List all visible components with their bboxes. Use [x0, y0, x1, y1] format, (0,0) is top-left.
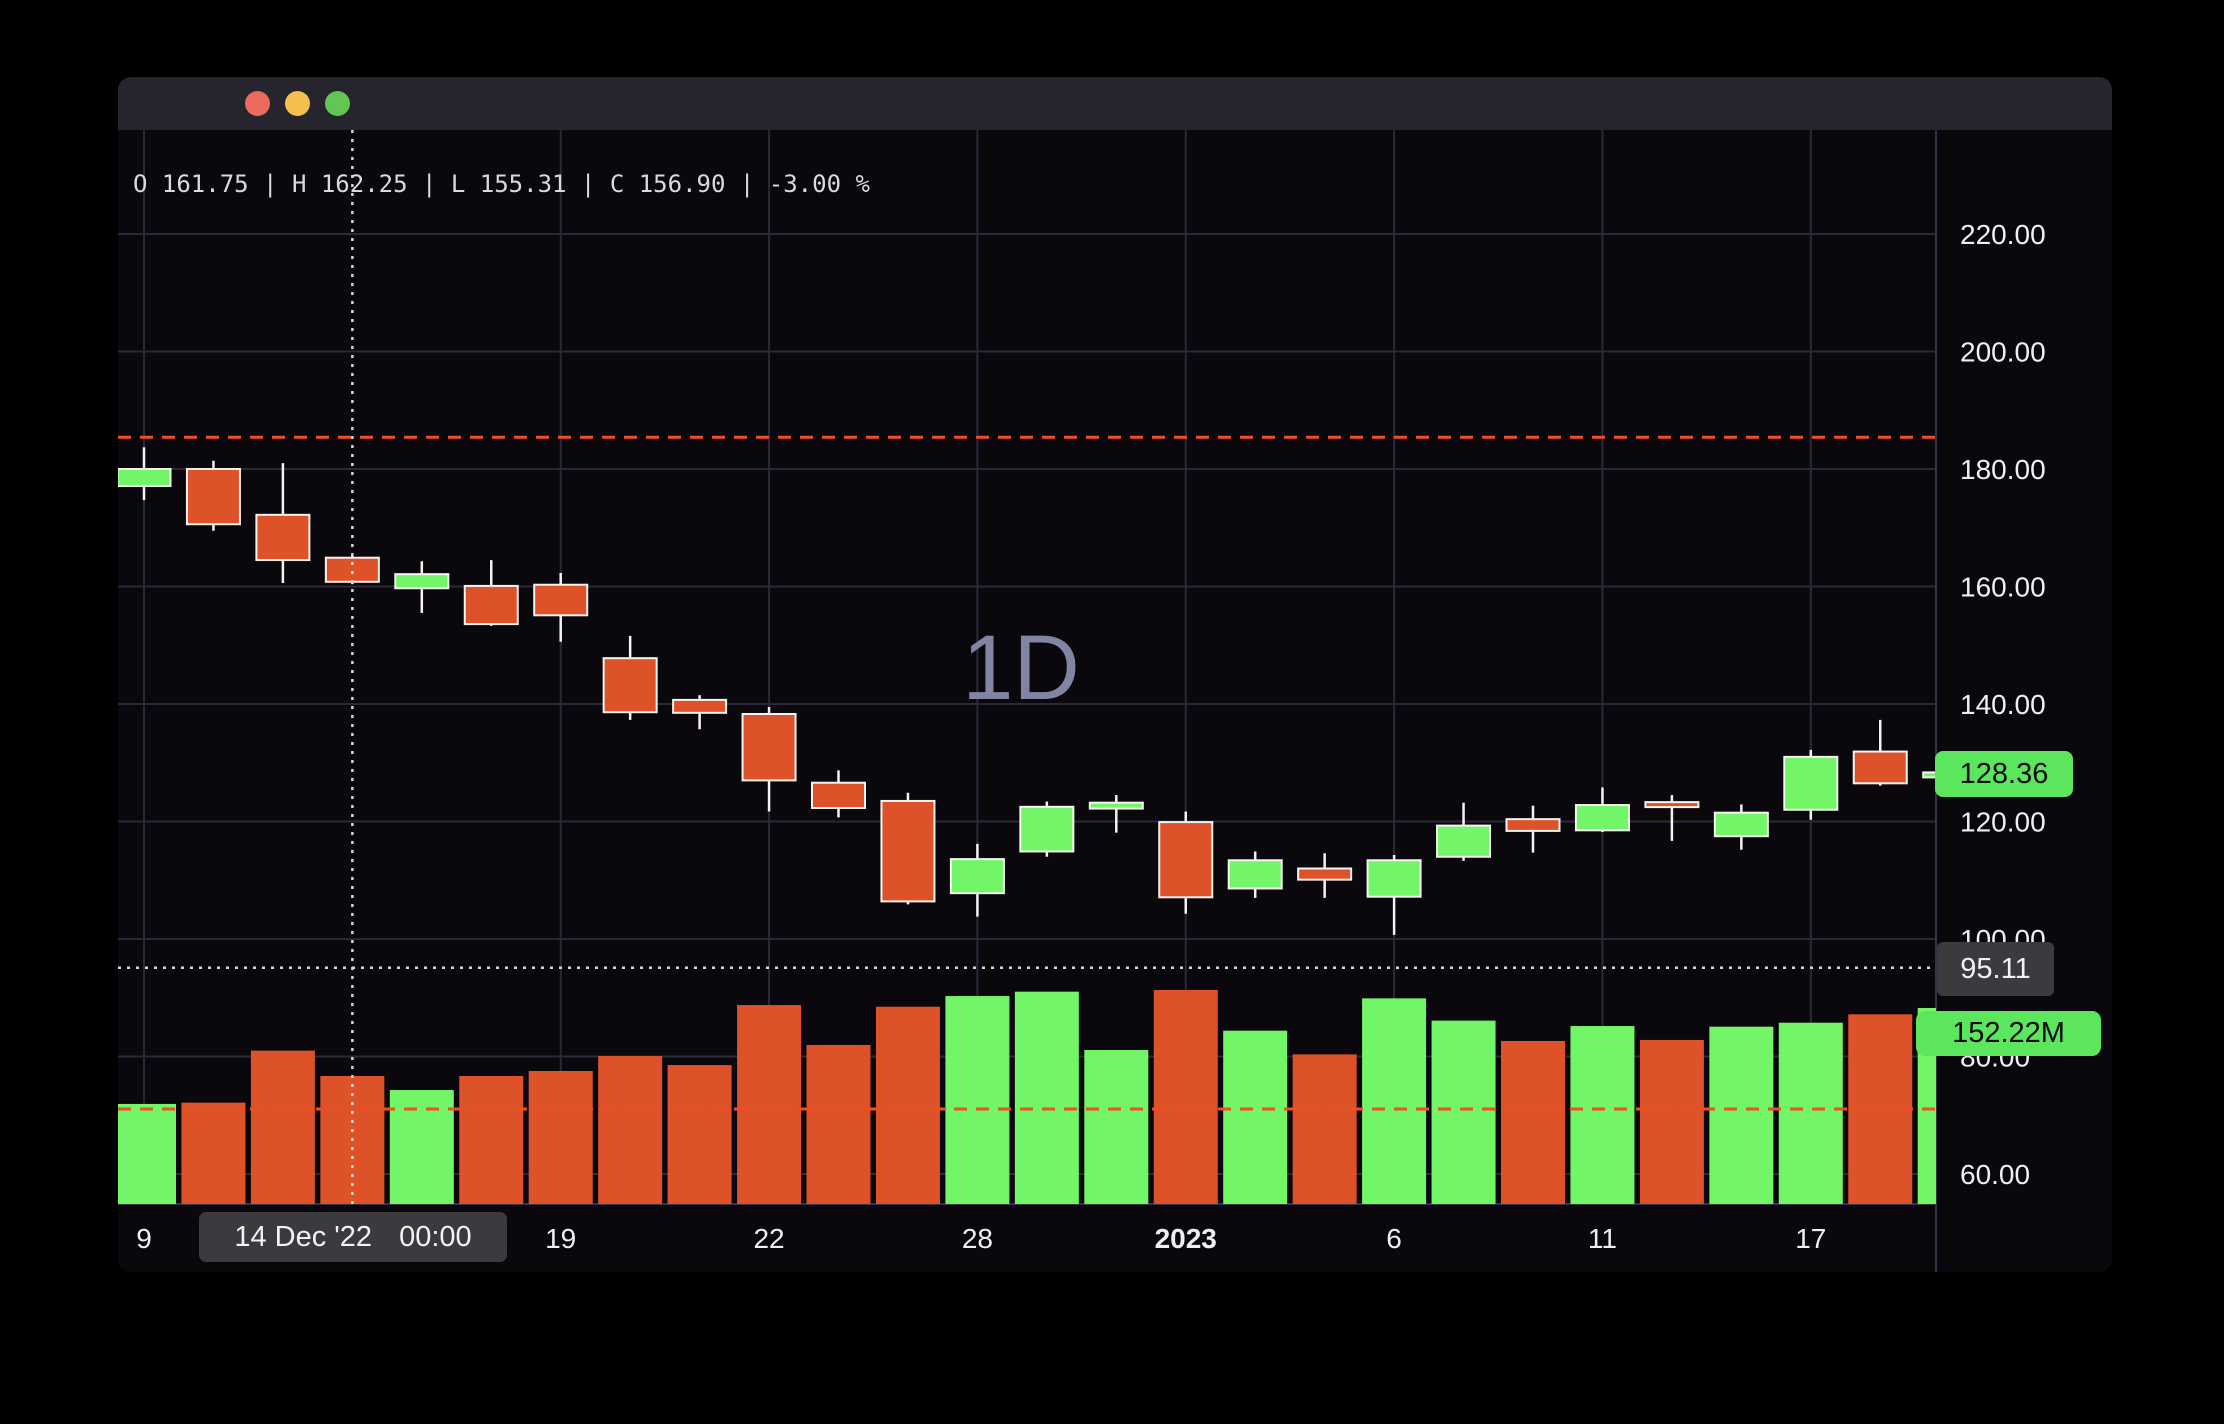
candle-14[interactable] [1088, 801, 1144, 810]
candle-22[interactable] [1644, 801, 1700, 809]
volume-bar-8[interactable] [667, 1065, 732, 1204]
volume-bar-5[interactable] [459, 1076, 524, 1204]
candle-9[interactable] [741, 712, 797, 782]
chart-app-window: 220.00 200.00 180.00 160.00 140.00 120.00 100.… [118, 77, 2112, 1272]
volume-series [118, 989, 1982, 1204]
time-axis-tick: 22 [753, 1223, 784, 1254]
crosshair-price-badge: 95.11 [1937, 942, 2054, 996]
volume-bar-14[interactable] [1084, 1049, 1149, 1204]
candle-7[interactable] [602, 657, 658, 714]
candle-25[interactable] [1852, 750, 1908, 785]
volume-bar-24[interactable] [1778, 1022, 1843, 1204]
volume-bar-19[interactable] [1431, 1020, 1496, 1204]
candle-23[interactable] [1713, 811, 1769, 838]
crosshair-time-badge: 14 Dec '22 00:00 [199, 1212, 507, 1262]
volume-bar-26[interactable] [1917, 1007, 1982, 1204]
minimize-window-button[interactable] [285, 91, 310, 116]
price-axis-tick: 220.00 [1960, 219, 2046, 250]
candle-26[interactable] [1922, 771, 1976, 779]
volume-bar-21[interactable] [1570, 1026, 1635, 1204]
zoom-window-button[interactable] [325, 91, 350, 116]
candle-1[interactable] [185, 468, 241, 526]
candle-4[interactable] [394, 573, 450, 590]
volume-bar-15[interactable] [1153, 989, 1218, 1204]
ohlc-readout: O 161.75 | H 162.25 | L 155.31 | C 156.9… [133, 170, 870, 198]
volume-bar-23[interactable] [1709, 1026, 1774, 1204]
last-volume-badge: 152.22M [1916, 1011, 2101, 1056]
candle-10[interactable] [811, 781, 866, 809]
volume-bar-13[interactable] [1014, 991, 1079, 1204]
candle-0[interactable] [118, 468, 172, 488]
volume-bar-11[interactable] [875, 1006, 940, 1204]
candle-13[interactable] [1019, 805, 1075, 853]
volume-bar-16[interactable] [1223, 1030, 1288, 1204]
candle-2[interactable] [255, 513, 311, 562]
price-axis-tick: 60.00 [1960, 1159, 2030, 1190]
chart-canvas[interactable]: 220.00200.00180.00160.00140.00120.00100.… [118, 77, 2112, 1272]
candle-21[interactable] [1574, 804, 1630, 832]
candle-24[interactable] [1783, 755, 1839, 811]
price-axis-tick: 120.00 [1960, 807, 2046, 838]
price-axis-tick: 200.00 [1960, 337, 2046, 368]
volume-bar-2[interactable] [250, 1050, 315, 1204]
candle-series [118, 447, 1976, 935]
candle-15[interactable] [1158, 821, 1214, 899]
volume-bar-0[interactable] [118, 1103, 176, 1204]
candle-3[interactable] [324, 556, 380, 583]
candle-18[interactable] [1366, 859, 1422, 898]
volume-bar-22[interactable] [1639, 1039, 1704, 1204]
price-axis-tick: 160.00 [1960, 572, 2046, 603]
time-axis-tick: 11 [1588, 1223, 1617, 1254]
candle-5[interactable] [463, 584, 519, 626]
candle-6[interactable] [533, 583, 589, 617]
volume-bar-10[interactable] [806, 1044, 871, 1204]
time-axis-tick: 28 [962, 1223, 993, 1254]
time-axis-tick: 19 [545, 1223, 576, 1254]
price-axis-tick: 140.00 [1960, 689, 2046, 720]
volume-bar-4[interactable] [389, 1090, 454, 1204]
time-axis-tick: 6 [1386, 1223, 1402, 1254]
time-axis-tick: 17 [1795, 1223, 1826, 1254]
candle-12[interactable] [949, 858, 1005, 895]
volume-bar-6[interactable] [528, 1070, 593, 1204]
candle-20[interactable] [1505, 818, 1561, 832]
candle-17[interactable] [1297, 867, 1353, 881]
candle-11[interactable] [880, 799, 936, 903]
candle-8[interactable] [672, 698, 728, 714]
volume-bar-12[interactable] [945, 996, 1010, 1204]
candle-19[interactable] [1436, 824, 1492, 858]
volume-bar-18[interactable] [1362, 998, 1427, 1204]
volume-bar-20[interactable] [1501, 1040, 1565, 1204]
price-axis-tick: 180.00 [1960, 454, 2046, 485]
time-axis-tick: 9 [136, 1223, 152, 1254]
volume-bar-1[interactable] [181, 1102, 246, 1204]
window-titlebar[interactable] [118, 77, 2112, 130]
interval-watermark: 1D [962, 617, 1080, 719]
candle-16[interactable] [1227, 859, 1283, 890]
close-window-button[interactable] [245, 91, 270, 116]
last-price-badge: 128.36 [1935, 751, 2073, 797]
volume-bar-7[interactable] [598, 1056, 663, 1204]
volume-bar-17[interactable] [1292, 1054, 1357, 1204]
volume-bar-9[interactable] [737, 1005, 802, 1204]
time-axis-tick: 2023 [1155, 1223, 1217, 1254]
